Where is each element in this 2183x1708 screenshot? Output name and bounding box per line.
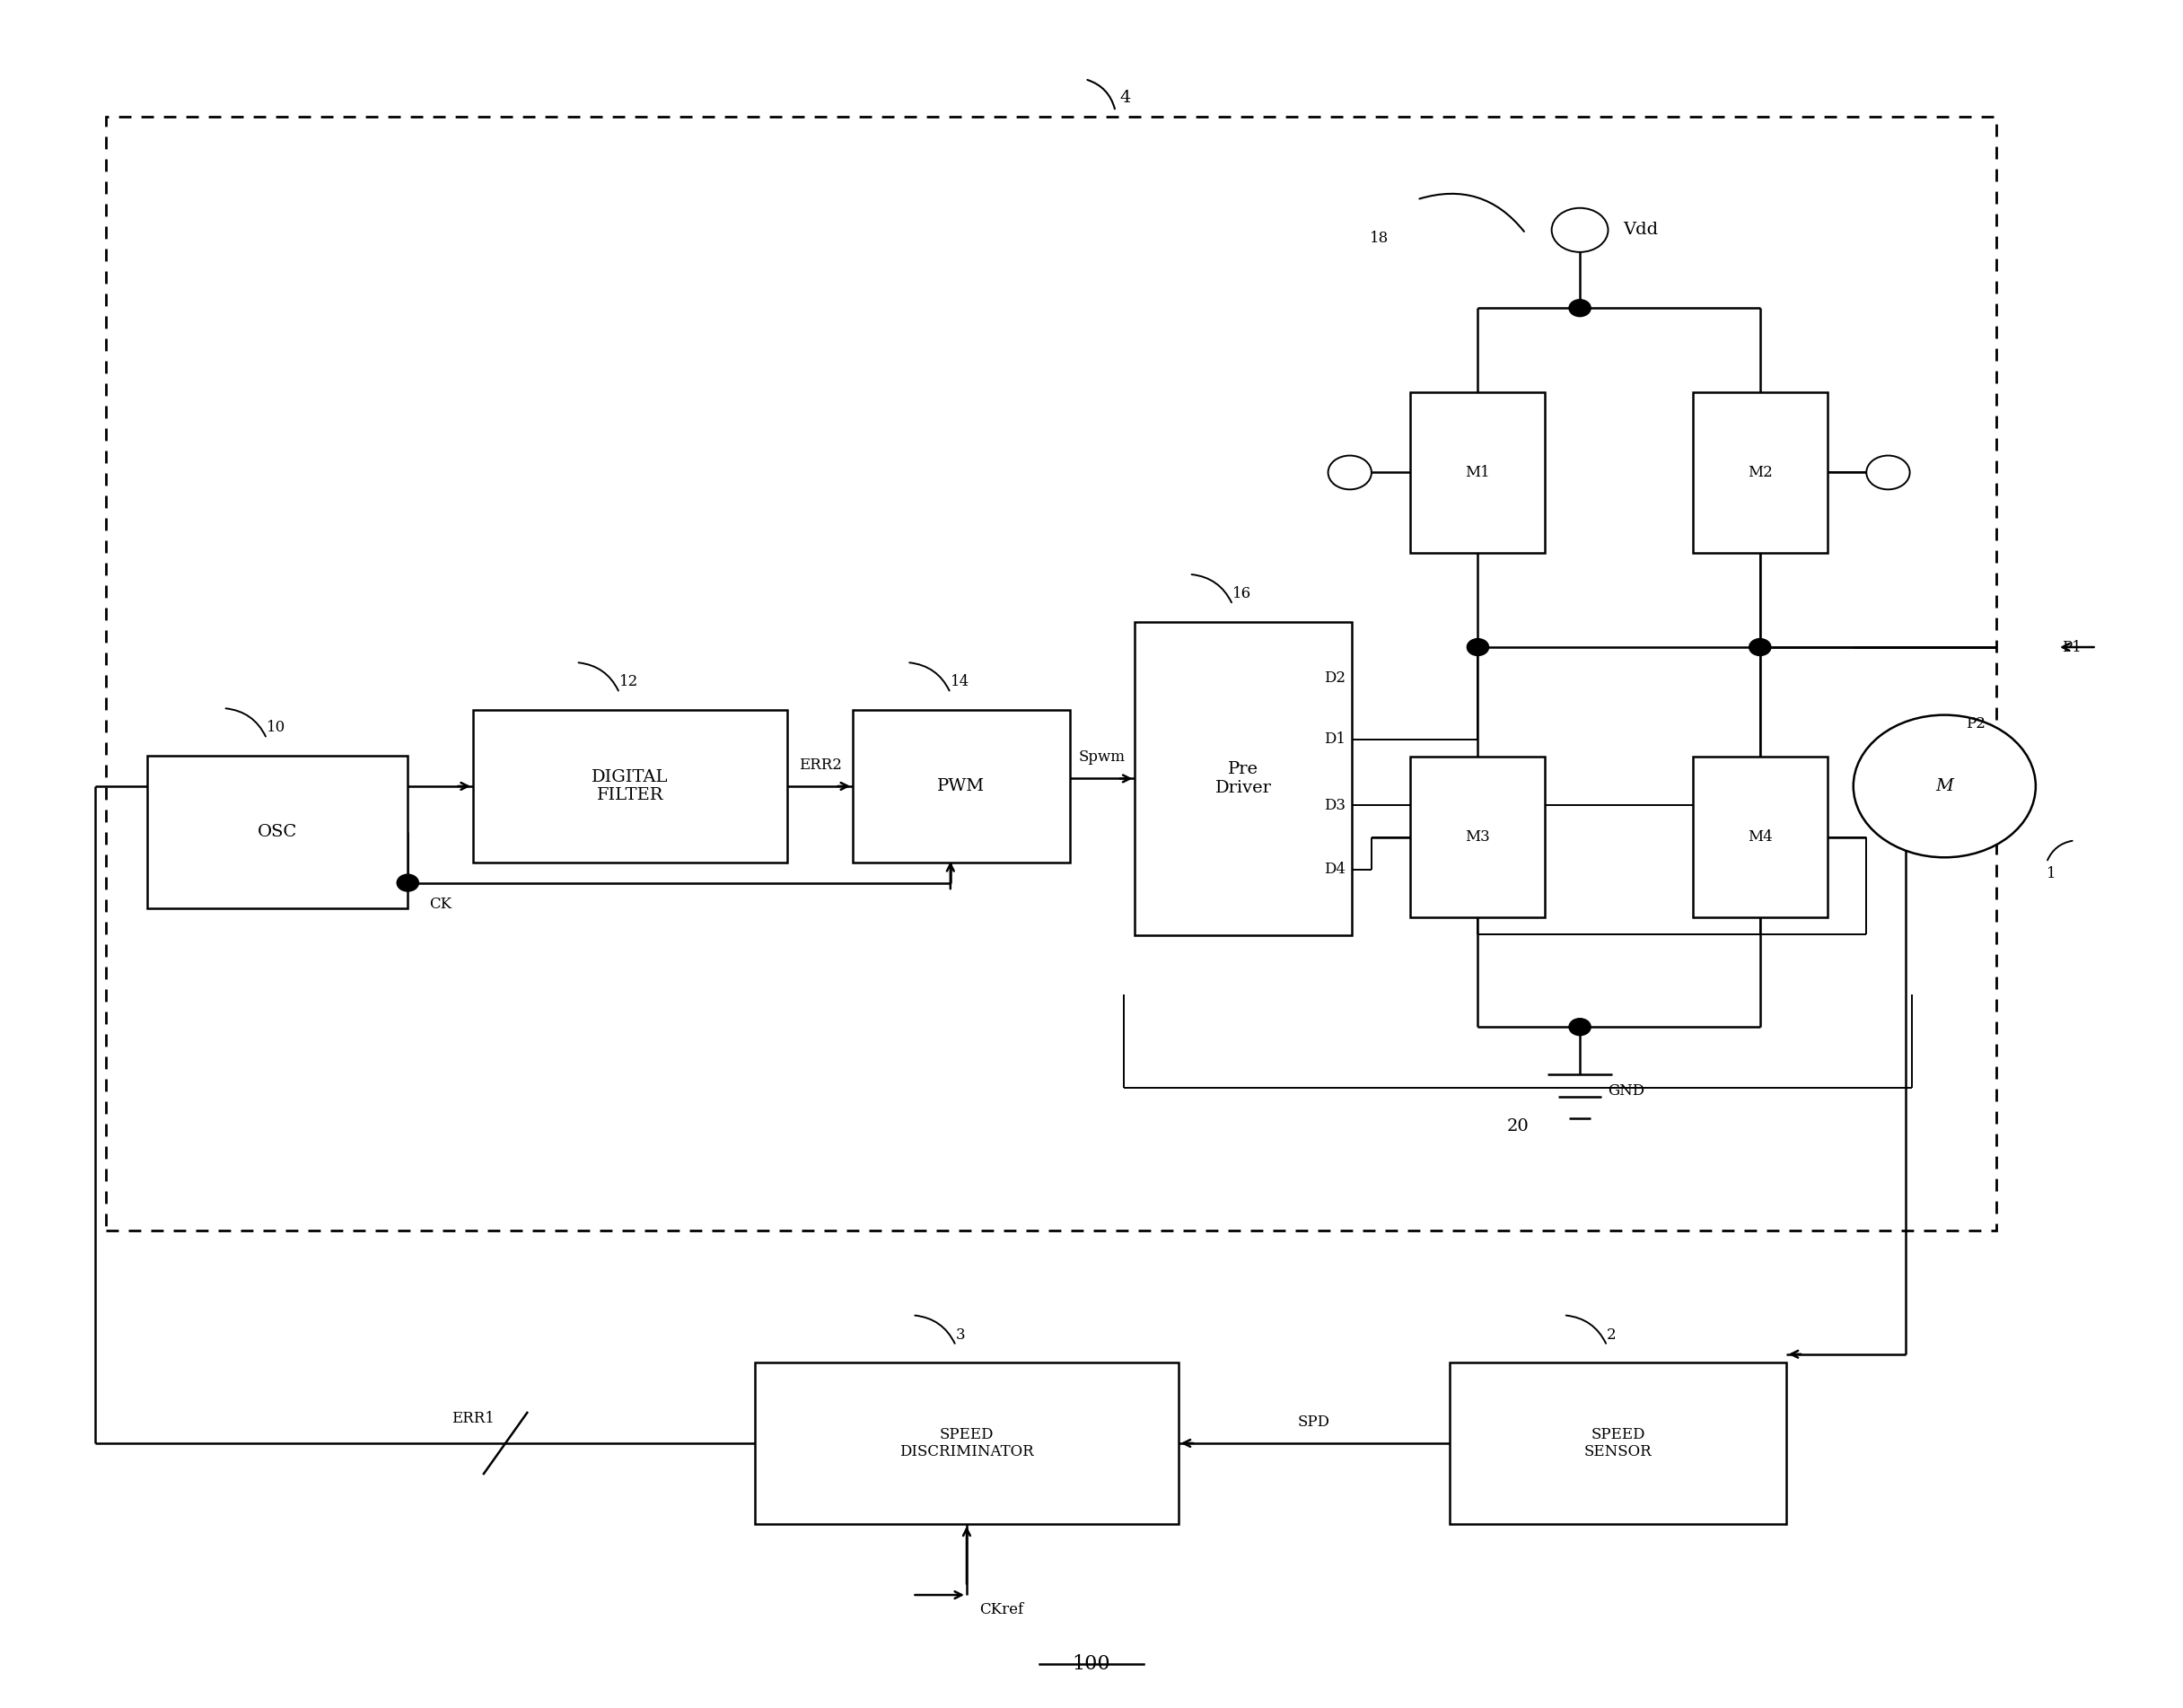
Text: SPEED
DISCRIMINATOR: SPEED DISCRIMINATOR <box>899 1426 1035 1460</box>
Circle shape <box>1570 299 1591 316</box>
Text: P1: P1 <box>2061 639 2080 654</box>
Circle shape <box>1853 716 2037 857</box>
Text: 100: 100 <box>1072 1655 1111 1674</box>
Text: 16: 16 <box>1233 586 1251 601</box>
Bar <box>1450 1363 1786 1524</box>
Text: CKref: CKref <box>980 1602 1024 1617</box>
Bar <box>1692 757 1827 917</box>
Text: M: M <box>1936 779 1954 794</box>
Bar <box>107 116 1997 1230</box>
Text: DIGITAL
FILTER: DIGITAL FILTER <box>592 769 668 803</box>
Text: 12: 12 <box>620 675 637 690</box>
Text: D3: D3 <box>1323 798 1345 813</box>
Bar <box>146 755 408 909</box>
Text: Pre
Driver: Pre Driver <box>1216 762 1273 796</box>
Text: M1: M1 <box>1465 465 1491 480</box>
Text: P2: P2 <box>1967 716 1987 731</box>
Text: M2: M2 <box>1749 465 1773 480</box>
Bar <box>1410 391 1546 553</box>
Text: 2: 2 <box>1607 1327 1618 1342</box>
Circle shape <box>1467 639 1489 656</box>
Text: 18: 18 <box>1369 231 1388 246</box>
Circle shape <box>1552 208 1609 253</box>
Bar <box>854 711 1070 863</box>
Bar <box>1410 757 1546 917</box>
Text: SPEED
SENSOR: SPEED SENSOR <box>1585 1426 1653 1460</box>
Text: OSC: OSC <box>258 823 297 840</box>
Circle shape <box>1866 456 1910 490</box>
Text: ERR2: ERR2 <box>799 757 843 772</box>
Circle shape <box>1327 456 1371 490</box>
Text: GND: GND <box>1609 1083 1646 1098</box>
Bar <box>474 711 788 863</box>
Text: M3: M3 <box>1465 830 1491 845</box>
Text: PWM: PWM <box>937 779 985 794</box>
Text: ERR1: ERR1 <box>452 1411 493 1426</box>
Text: Vdd: Vdd <box>1624 222 1659 237</box>
Bar <box>755 1363 1179 1524</box>
Text: 14: 14 <box>950 675 969 690</box>
Text: 3: 3 <box>956 1327 965 1342</box>
Text: 10: 10 <box>266 721 286 736</box>
Text: D2: D2 <box>1323 671 1345 687</box>
Text: 20: 20 <box>1506 1119 1528 1134</box>
Bar <box>1692 391 1827 553</box>
Text: M4: M4 <box>1749 830 1773 845</box>
Text: D1: D1 <box>1323 731 1345 746</box>
Text: 1: 1 <box>2045 866 2056 881</box>
Text: SPD: SPD <box>1299 1414 1329 1430</box>
Circle shape <box>397 874 419 892</box>
Bar <box>1135 622 1351 936</box>
Circle shape <box>1570 1018 1591 1035</box>
Text: 4: 4 <box>1120 91 1131 106</box>
Text: D4: D4 <box>1323 863 1345 878</box>
Text: CK: CK <box>430 897 452 912</box>
Circle shape <box>1749 639 1770 656</box>
Text: Spwm: Spwm <box>1078 750 1126 765</box>
